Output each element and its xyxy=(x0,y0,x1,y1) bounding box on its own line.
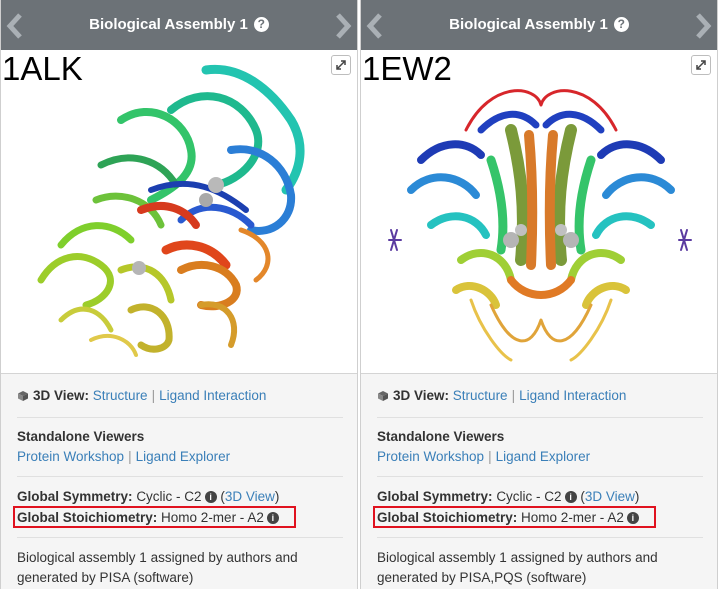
structure-viewer[interactable]: 1EW2 xyxy=(361,50,717,374)
divider xyxy=(17,417,343,418)
expand-button[interactable] xyxy=(691,55,711,75)
molecule-image-1alk xyxy=(37,64,305,357)
chevron-right-icon[interactable] xyxy=(693,12,713,40)
protein-workshop-link[interactable]: Protein Workshop xyxy=(377,449,485,464)
symmetry-3d-view-link[interactable]: 3D View xyxy=(584,489,635,504)
header-title-text: Biological Assembly 1 xyxy=(449,16,608,33)
assembly-info: 3D View: Structure | Ligand Interaction St… xyxy=(361,374,717,589)
link-separator: | xyxy=(488,449,492,464)
assembly-panel-1ew2: Biological Assembly 1? xyxy=(360,0,718,589)
standalone-viewers-title: Standalone Viewers xyxy=(377,429,505,444)
standalone-viewers-row: Protein Workshop | Ligand Explorer xyxy=(377,449,590,464)
ligand-explorer-link[interactable]: Ligand Explorer xyxy=(135,449,231,464)
description-line-2: generated by PISA (software) xyxy=(17,570,194,585)
divider xyxy=(377,417,703,418)
stoichiometry-highlight xyxy=(373,506,656,528)
global-symmetry-label: Global Symmetry: xyxy=(377,489,493,504)
view-3d-row: 3D View: Structure | Ligand Interaction xyxy=(377,388,626,403)
global-symmetry-label: Global Symmetry: xyxy=(17,489,133,504)
structure-viewer[interactable]: 1ALK xyxy=(1,50,357,374)
info-circle-icon[interactable]: i xyxy=(626,512,639,524)
view-3d-label: 3D View: xyxy=(393,388,450,403)
assembly-panel-1alk: Biological Assembly 1? xyxy=(0,0,358,589)
expand-icon xyxy=(696,60,706,70)
symmetry-3d-view-link[interactable]: 3D View xyxy=(224,489,275,504)
assembly-info: 3D View: Structure | Ligand Interaction St… xyxy=(1,374,357,589)
header-title-text: Biological Assembly 1 xyxy=(89,16,248,33)
protein-workshop-link[interactable]: Protein Workshop xyxy=(17,449,125,464)
panel-header: Biological Assembly 1? xyxy=(1,0,357,50)
ligand-interaction-link[interactable]: Ligand Interaction xyxy=(159,388,267,403)
question-circle-icon[interactable]: ? xyxy=(613,17,629,32)
standalone-viewers-title: Standalone Viewers xyxy=(17,429,145,444)
info-circle-icon[interactable]: i xyxy=(266,512,279,524)
divider xyxy=(17,476,343,477)
description-line-1: Biological assembly 1 assigned by author… xyxy=(377,550,658,565)
ligand-interaction-link[interactable]: Ligand Interaction xyxy=(519,388,627,403)
global-stoichiometry-value: Homo 2-mer - A2 xyxy=(521,510,624,525)
stoichiometry-highlight xyxy=(13,506,296,528)
expand-icon xyxy=(336,60,346,70)
panel-header-title: Biological Assembly 1? xyxy=(1,16,357,33)
view-3d-row: 3D View: Structure | Ligand Interaction xyxy=(17,388,266,403)
global-stoichiometry-row: Global Stoichiometry: Homo 2-mer - A2 i xyxy=(17,510,279,525)
link-separator: | xyxy=(151,388,156,403)
global-symmetry-row: Global Symmetry: Cyclic - C2 i (3D View) xyxy=(377,489,640,504)
view-3d-label: 3D View: xyxy=(33,388,90,403)
chevron-right-icon[interactable] xyxy=(333,12,353,40)
global-symmetry-value: Cyclic - C2 xyxy=(136,489,202,504)
global-stoichiometry-value: Homo 2-mer - A2 xyxy=(161,510,264,525)
global-stoichiometry-label: Global Stoichiometry: xyxy=(377,510,518,525)
ligand-explorer-link[interactable]: Ligand Explorer xyxy=(495,449,591,464)
global-symmetry-value: Cyclic - C2 xyxy=(496,489,562,504)
description-line-1: Biological assembly 1 assigned by author… xyxy=(17,550,298,565)
global-stoichiometry-label: Global Stoichiometry: xyxy=(17,510,158,525)
structure-link[interactable]: Structure xyxy=(92,388,148,403)
pdb-id-label: 1EW2 xyxy=(362,50,452,87)
cube-icon xyxy=(378,391,388,401)
pdb-id-label: 1ALK xyxy=(2,50,83,87)
divider xyxy=(377,537,703,538)
structure-link[interactable]: Structure xyxy=(452,388,508,403)
global-symmetry-row: Global Symmetry: Cyclic - C2 i (3D View) xyxy=(17,489,280,504)
panel-header: Biological Assembly 1? xyxy=(361,0,717,50)
description-line-2: generated by PISA,PQS (software) xyxy=(377,570,587,585)
global-stoichiometry-row: Global Stoichiometry: Homo 2-mer - A2 i xyxy=(377,510,639,525)
expand-button[interactable] xyxy=(331,55,351,75)
molecule-image-1ew2 xyxy=(388,89,692,362)
divider xyxy=(17,537,343,538)
info-circle-icon[interactable]: i xyxy=(204,491,217,503)
chevron-left-icon[interactable] xyxy=(5,12,25,40)
info-circle-icon[interactable]: i xyxy=(564,491,577,503)
link-separator: | xyxy=(128,449,132,464)
question-circle-icon[interactable]: ? xyxy=(253,17,269,32)
chevron-left-icon[interactable] xyxy=(365,12,385,40)
cube-icon xyxy=(18,391,28,401)
standalone-viewers-row: Protein Workshop | Ligand Explorer xyxy=(17,449,230,464)
link-separator: | xyxy=(511,388,516,403)
divider xyxy=(377,476,703,477)
panel-header-title: Biological Assembly 1? xyxy=(361,16,717,33)
